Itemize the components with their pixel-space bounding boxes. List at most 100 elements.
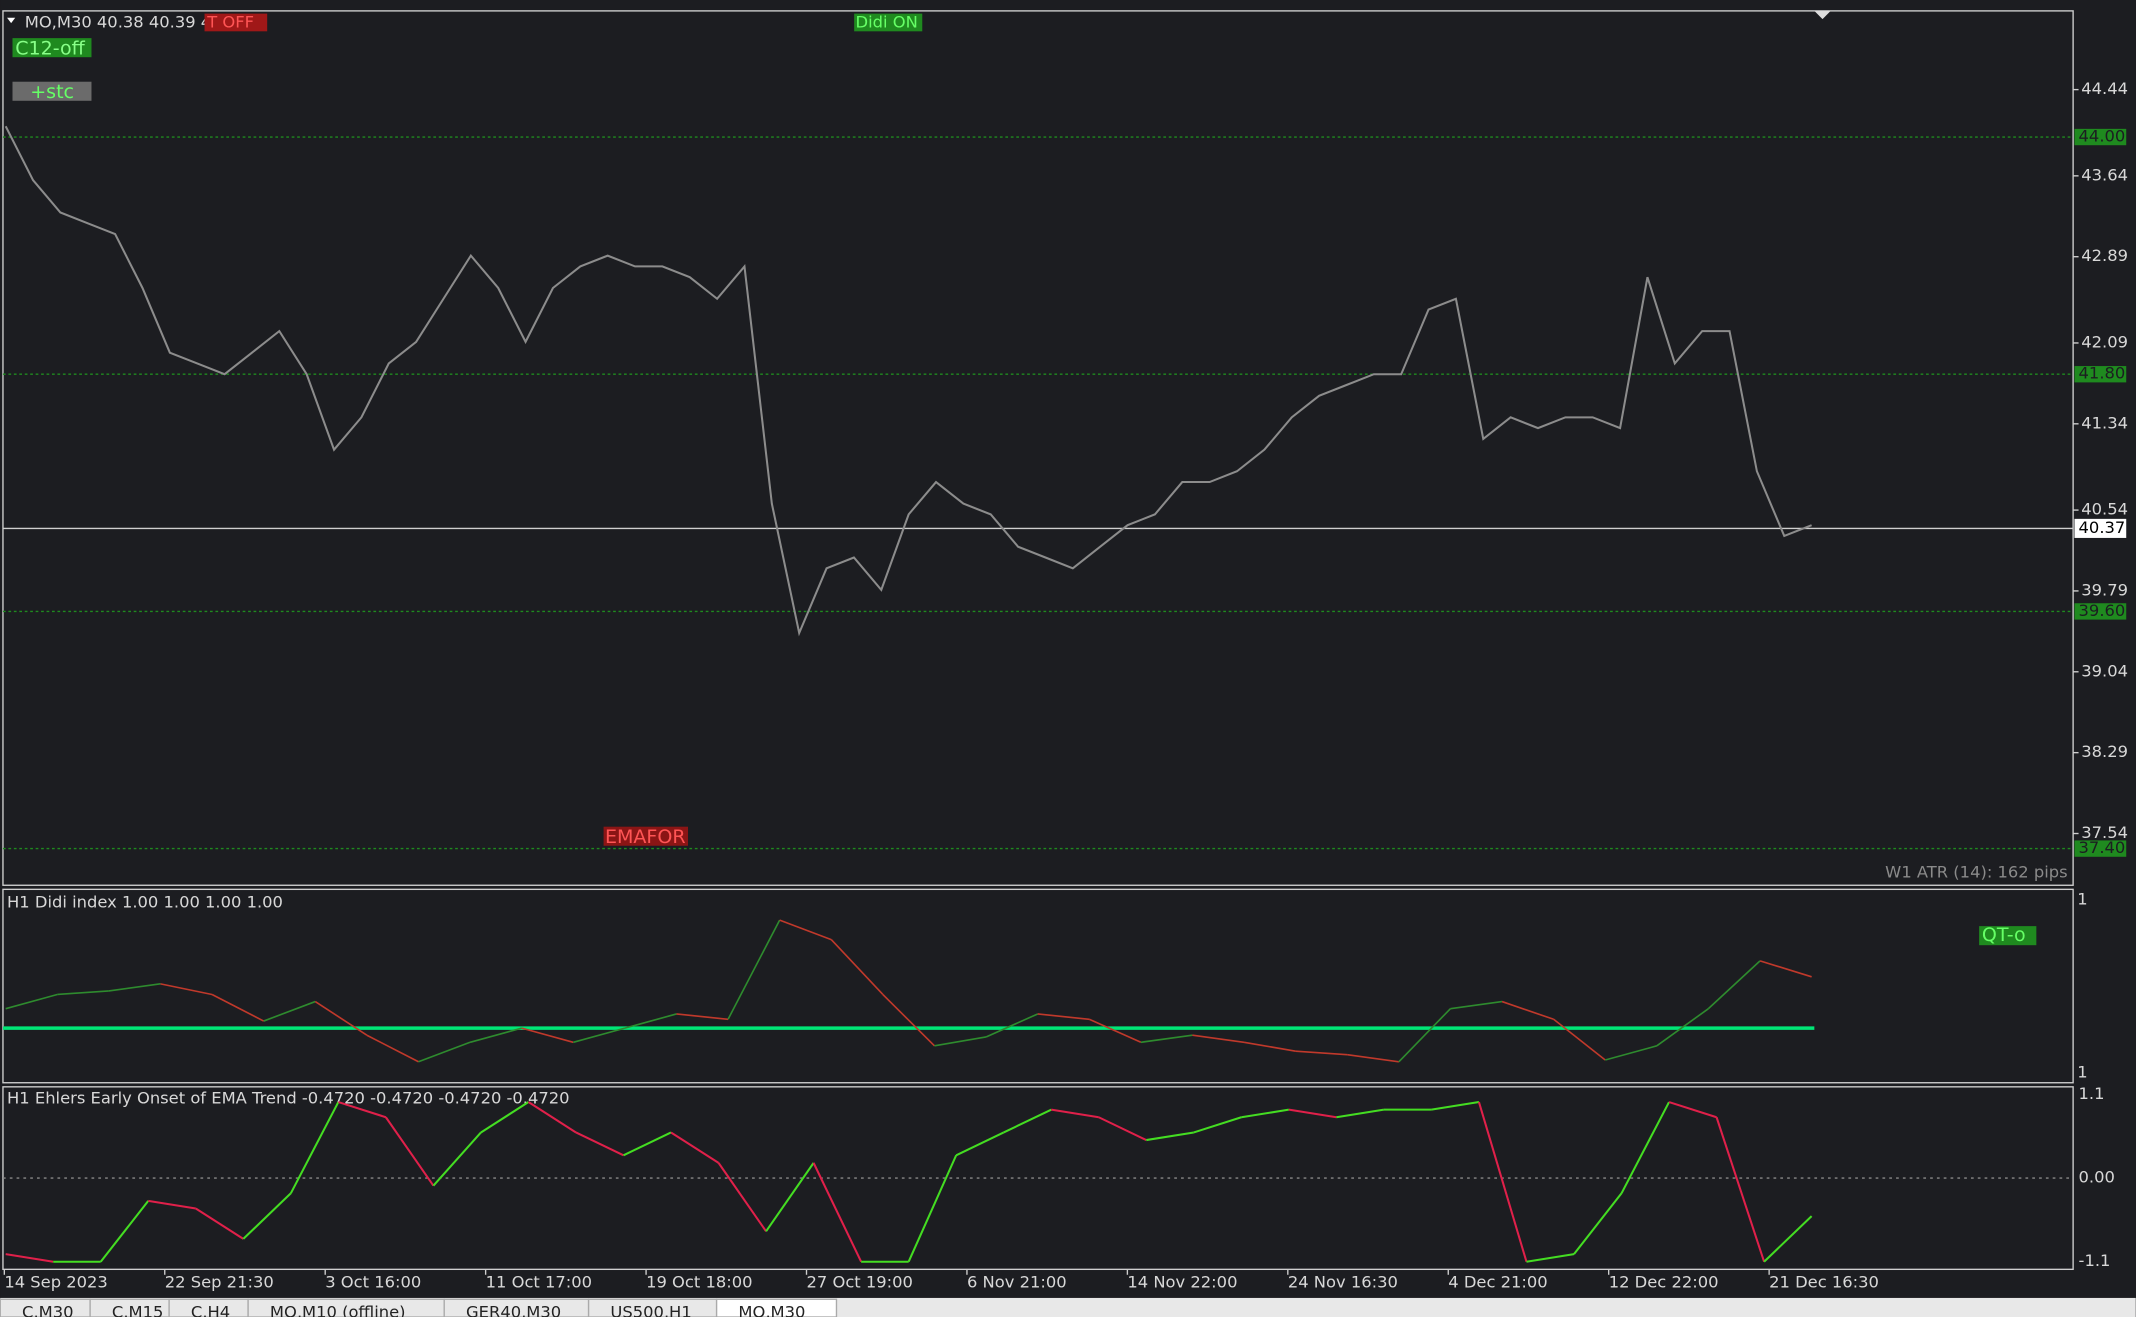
- x-tick-label: 4 Dec 21:00: [1448, 1272, 1547, 1291]
- tab[interactable]: [715, 1298, 838, 1317]
- didi-segment: [985, 1013, 1038, 1038]
- didi-segment: [573, 1027, 626, 1044]
- didi-segment: [108, 983, 161, 992]
- stc-bg: [12, 81, 92, 101]
- didi-segment: [1605, 1045, 1658, 1061]
- didi-segment: [727, 919, 781, 1020]
- atr: W1 ATR (14): 162 pips: [1885, 863, 2067, 882]
- y-tick-label: 39.04: [2081, 661, 2128, 680]
- didi-segment: [1347, 1053, 1399, 1063]
- ehlers-segment: [289, 1101, 340, 1194]
- didi-segment: [263, 1000, 316, 1022]
- tab-label[interactable]: C,H4: [191, 1302, 230, 1317]
- ehlers-segment: [195, 1207, 244, 1240]
- didi-segment: [211, 993, 265, 1022]
- qt-bg: [1979, 926, 2037, 946]
- emafor-bg: [603, 826, 689, 846]
- x-tick-label: 21 Dec 16:30: [1769, 1272, 1879, 1291]
- didi-segment: [1140, 1034, 1193, 1044]
- price-line: [4, 125, 1812, 637]
- ehlers-segment: [812, 1162, 863, 1263]
- didi-segment: [624, 1013, 677, 1029]
- didi-bg: [854, 13, 923, 32]
- didi-status: Didi ON: [856, 13, 918, 32]
- level-label: 37.40: [2079, 838, 2126, 857]
- didi-scale: 1: [2077, 890, 2087, 909]
- y-tick-label: 40.54: [2081, 500, 2128, 519]
- flag-bg: [204, 13, 268, 32]
- ehlers-segment: [717, 1162, 767, 1232]
- main-pane: [2, 10, 2074, 886]
- didi-scale: 1: [2077, 1063, 2087, 1082]
- didi-segment: [469, 1027, 522, 1044]
- tab-label[interactable]: US500,H1: [610, 1302, 691, 1317]
- tab-label[interactable]: MO,M30: [738, 1302, 805, 1317]
- didi-segment: [1501, 1000, 1554, 1021]
- current-label: 40.37: [2079, 518, 2126, 537]
- ehlers-segment: [1763, 1215, 1813, 1263]
- y-tick-label: 43.64: [2081, 165, 2128, 184]
- level-box: [2074, 128, 2127, 146]
- didi-segment: [521, 1027, 574, 1044]
- didi-segment: [779, 919, 832, 941]
- didi-segment: [1243, 1041, 1296, 1052]
- y-tick-label: 44.44: [2081, 79, 2128, 98]
- didi-segment: [366, 1034, 419, 1063]
- y-tick-label: 42.89: [2081, 246, 2128, 265]
- flag: T OFF: [206, 13, 254, 32]
- level-label: 44.00: [2079, 127, 2126, 146]
- tab-label[interactable]: MO,M10 (offline): [270, 1302, 406, 1317]
- level-label: 41.80: [2079, 364, 2126, 383]
- x-tick-label: 14 Sep 2023: [4, 1272, 108, 1291]
- x-tick-label: 11 Oct 17:00: [486, 1272, 592, 1291]
- y-tick-label: 41.34: [2081, 413, 2128, 432]
- emafor: EMAFOR: [605, 826, 686, 848]
- ehlers-segment: [5, 1253, 54, 1263]
- x-tick-label: 19 Oct 18:00: [646, 1272, 752, 1291]
- didi-segment: [1759, 960, 1812, 978]
- ehlers-segment: [1146, 1131, 1194, 1142]
- ehlers-segment: [1288, 1108, 1337, 1119]
- didi-segment: [1656, 1007, 1709, 1047]
- ehlers-tick-label: 0.00: [2079, 1168, 2115, 1187]
- x-tick-label: 22 Sep 21:30: [165, 1272, 274, 1291]
- didi-segment: [1295, 1050, 1348, 1056]
- ehlers-segment: [1193, 1116, 1242, 1134]
- didi-segment: [1450, 1000, 1503, 1010]
- ehlers-segment: [1668, 1101, 1717, 1119]
- ehlers-segment: [1715, 1116, 1766, 1263]
- ehlers-segment: [907, 1154, 958, 1263]
- didi-segment: [1088, 1018, 1142, 1044]
- tab-label[interactable]: C,M30: [22, 1302, 73, 1317]
- ehlers-segment: [480, 1101, 530, 1134]
- ehlers-segment: [1526, 1253, 1575, 1263]
- ehlers-segment: [575, 1131, 624, 1157]
- ehlers-segment: [148, 1199, 196, 1210]
- x-tick-label: 24 Nov 16:30: [1288, 1272, 1398, 1291]
- didi-segment: [1398, 1008, 1452, 1063]
- ehlers-segment: [1098, 1116, 1147, 1141]
- tab-label[interactable]: C,M15: [112, 1302, 163, 1317]
- menu-arrow[interactable]: [7, 17, 16, 24]
- didi-segment: [934, 1036, 987, 1047]
- shift-marker: [1814, 10, 1831, 20]
- ehlers-title: H1 Ehlers Early Onset of EMA Trend -0.47…: [7, 1089, 570, 1108]
- symbol-info: MO,M30 40.38 40.39 40: [25, 13, 222, 32]
- didi-title: H1 Didi index 1.00 1.00 1.00 1.00: [7, 892, 283, 911]
- y-tick-label: 37.54: [2081, 823, 2128, 842]
- ehlers-tick-label: 1.1: [2079, 1084, 2105, 1103]
- ehlers-segment: [670, 1131, 720, 1164]
- didi-segment: [1037, 1013, 1090, 1021]
- didi-segment: [314, 1000, 368, 1036]
- tab-label[interactable]: GER40,M30: [466, 1302, 561, 1317]
- ehlers-segment: [955, 1131, 1005, 1157]
- ehlers-segment: [1431, 1101, 1480, 1111]
- y-tick-label: 39.79: [2081, 580, 2128, 599]
- x-tick-label: 14 Nov 22:00: [1127, 1272, 1237, 1291]
- c12-bg: [12, 38, 92, 58]
- current-box: [2074, 518, 2127, 538]
- didi-segment: [5, 993, 58, 1010]
